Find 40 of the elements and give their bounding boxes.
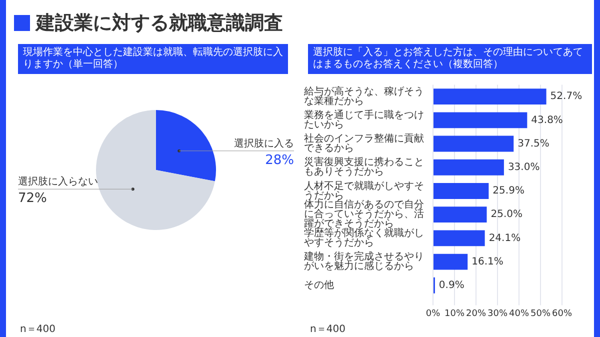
data-label: 33.0%: [508, 162, 540, 173]
bar: [434, 112, 528, 128]
x-tick-label: 20%: [466, 308, 486, 319]
data-label: 52.7%: [550, 91, 582, 102]
data-label: 72%: [18, 191, 47, 206]
data-label: 0.9%: [438, 280, 464, 291]
bar: [434, 159, 504, 176]
bar: [434, 206, 487, 223]
y-tick-label: 建物・街を完成させるやりがいを魅力に感じるから: [303, 250, 424, 272]
text: n＝400: [20, 323, 56, 336]
bar: [434, 88, 546, 105]
data-label: 28%: [265, 152, 294, 168]
x-tick-label: 60%: [552, 308, 572, 319]
x-tick-label: 50%: [530, 308, 551, 319]
x-tick-label: 40%: [508, 308, 530, 319]
data-label: 25.9%: [492, 186, 524, 197]
data-label: 43.8%: [531, 114, 563, 126]
bar: [434, 136, 514, 152]
slice-label: 選択肢に入らない: [18, 176, 98, 188]
x-tick-label: 0%: [426, 308, 441, 319]
chart-subtitle: 選択肢に「入る」とお答えした方は、その理由についてあてはまるものをお答えください（複数回答）: [308, 44, 592, 74]
slice-label: 選択肢に入る: [234, 137, 294, 150]
data-label: 25.0%: [490, 209, 523, 220]
data-label: 24.1%: [488, 232, 521, 244]
text: n＝400: [310, 323, 346, 336]
bar: [434, 254, 468, 270]
bar: [434, 230, 485, 246]
y-tick-label: 災害復興支援に携わることもありそうだから: [304, 156, 424, 178]
y-tick-label: 学歴等が関係なく就職がしやすそうだから: [304, 227, 424, 249]
y-tick-label: 社会のインフラ整備に貢献できるから: [304, 132, 424, 154]
y-tick-label: 給与が高そうな、稼げそうな業種だから: [303, 85, 424, 107]
data-label: 37.5%: [518, 138, 550, 150]
chart-title: 建設業に対する就職意識調査: [36, 11, 283, 36]
chart-subtitle: 現場作業を中心とした建設業は就職、転職先の選択肢に入りますか（単一回答）: [18, 44, 288, 74]
bar: [434, 183, 489, 199]
y-tick-label: 業務を通じて手に職をつけたいから: [304, 109, 424, 130]
x-tick-label: 10%: [444, 308, 465, 319]
data-label: 16.1%: [472, 256, 504, 268]
y-tick-label: その他: [304, 278, 334, 291]
x-tick-label: 30%: [487, 308, 508, 319]
